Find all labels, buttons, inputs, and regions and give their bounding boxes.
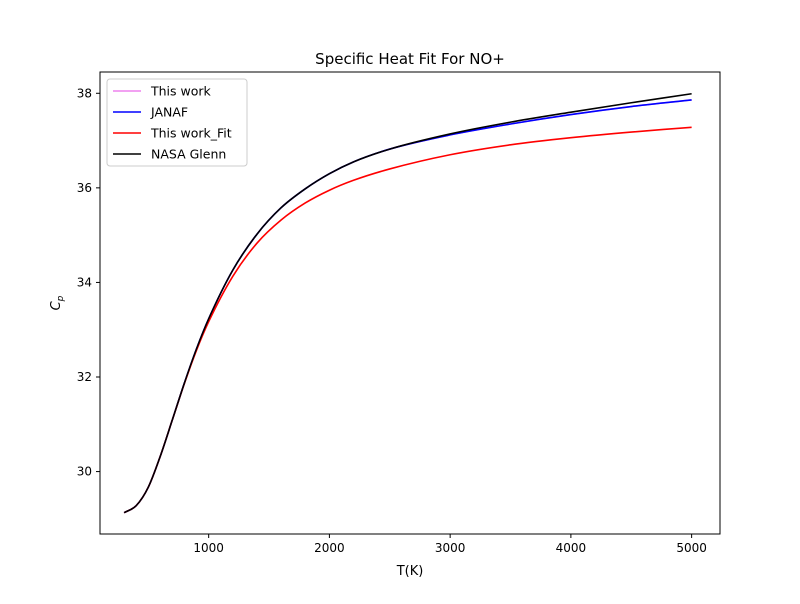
y-tick-label: 32 — [77, 370, 92, 384]
legend-label-this-work: This work — [150, 84, 212, 99]
x-tick-label: 5000 — [676, 541, 707, 555]
legend-label-nasa-glenn: NASA Glenn — [151, 147, 226, 162]
y-axis-label-main: C — [49, 300, 64, 310]
x-tick-label: 3000 — [435, 541, 466, 555]
axes-frame — [99, 71, 721, 535]
series-line-nasa-glenn — [123, 92, 692, 514]
y-tick-label: 36 — [77, 181, 92, 195]
plot-lines — [123, 92, 692, 514]
y-tick-label: 34 — [77, 275, 92, 289]
y-axis-label: Cp — [49, 295, 66, 310]
y-axis-ticks: 30 32 34 36 38 — [77, 86, 100, 479]
y-tick-label: 38 — [77, 86, 92, 100]
x-tick-label: 1000 — [193, 541, 224, 555]
x-axis-label: T(K) — [396, 564, 424, 579]
y-axis-label-subscript: p — [56, 295, 66, 302]
chart-title: Specific Heat Fit For NO+ — [315, 50, 505, 68]
legend: This work JANAF This work_Fit NASA Glenn — [106, 78, 248, 167]
x-tick-label: 4000 — [556, 541, 587, 555]
legend-label-this-work-fit: This work_Fit — [150, 126, 232, 141]
x-axis-ticks: 1000 2000 3000 4000 5000 — [193, 534, 707, 555]
legend-label-janaf: JANAF — [150, 105, 188, 120]
legend-box — [106, 78, 248, 167]
x-tick-label: 2000 — [314, 541, 345, 555]
y-tick-label: 30 — [77, 465, 92, 479]
